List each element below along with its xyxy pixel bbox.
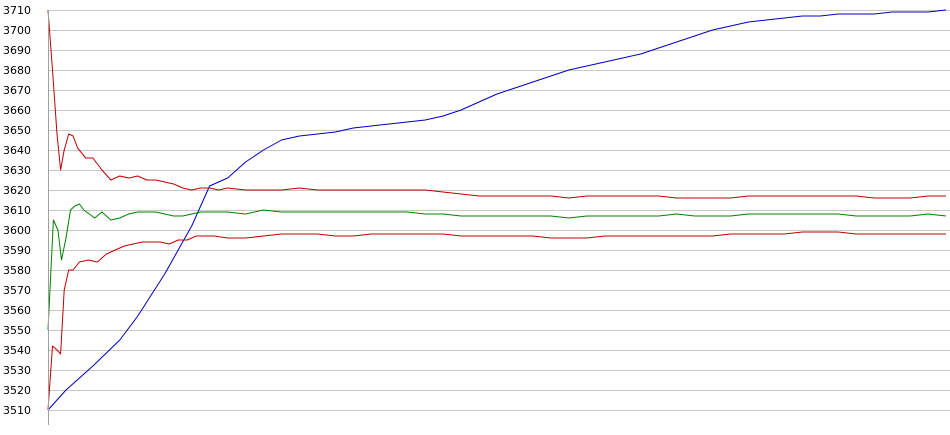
y-tick-label: 3650 xyxy=(3,124,31,137)
y-tick-label: 3690 xyxy=(3,44,31,57)
y-tick-label: 3670 xyxy=(3,84,31,97)
y-tick-label: 3580 xyxy=(3,264,31,277)
y-tick-label: 3570 xyxy=(3,284,31,297)
y-tick-label: 3640 xyxy=(3,144,31,157)
y-tick-label: 3710 xyxy=(3,4,31,17)
y-tick-label: 3540 xyxy=(3,344,31,357)
series-line-2 xyxy=(47,9,946,199)
series-line-1 xyxy=(47,9,947,411)
gridlines xyxy=(48,10,950,411)
y-tick-label: 3630 xyxy=(3,164,31,177)
y-tick-label: 3660 xyxy=(3,104,31,117)
y-axis-tick-labels: 3510 3520 3530 3540 3550 3560 3570 3580 3590 3600… xyxy=(3,4,31,417)
y-tick-label: 3510 xyxy=(3,404,31,417)
series-lines xyxy=(47,9,947,411)
series-line-3 xyxy=(47,203,947,331)
y-tick-label: 3590 xyxy=(3,244,31,257)
y-tick-label: 3520 xyxy=(3,384,31,397)
series-line-4 xyxy=(47,231,946,411)
y-tick-label: 3550 xyxy=(3,324,31,337)
y-tick-label: 3610 xyxy=(3,204,31,217)
y-tick-label: 3530 xyxy=(3,364,31,377)
y-tick-label: 3620 xyxy=(3,184,31,197)
y-tick-label: 3560 xyxy=(3,304,31,317)
y-tick-label: 3600 xyxy=(3,224,31,237)
y-tick-label: 3680 xyxy=(3,64,31,77)
y-tick-label: 3700 xyxy=(3,24,31,37)
